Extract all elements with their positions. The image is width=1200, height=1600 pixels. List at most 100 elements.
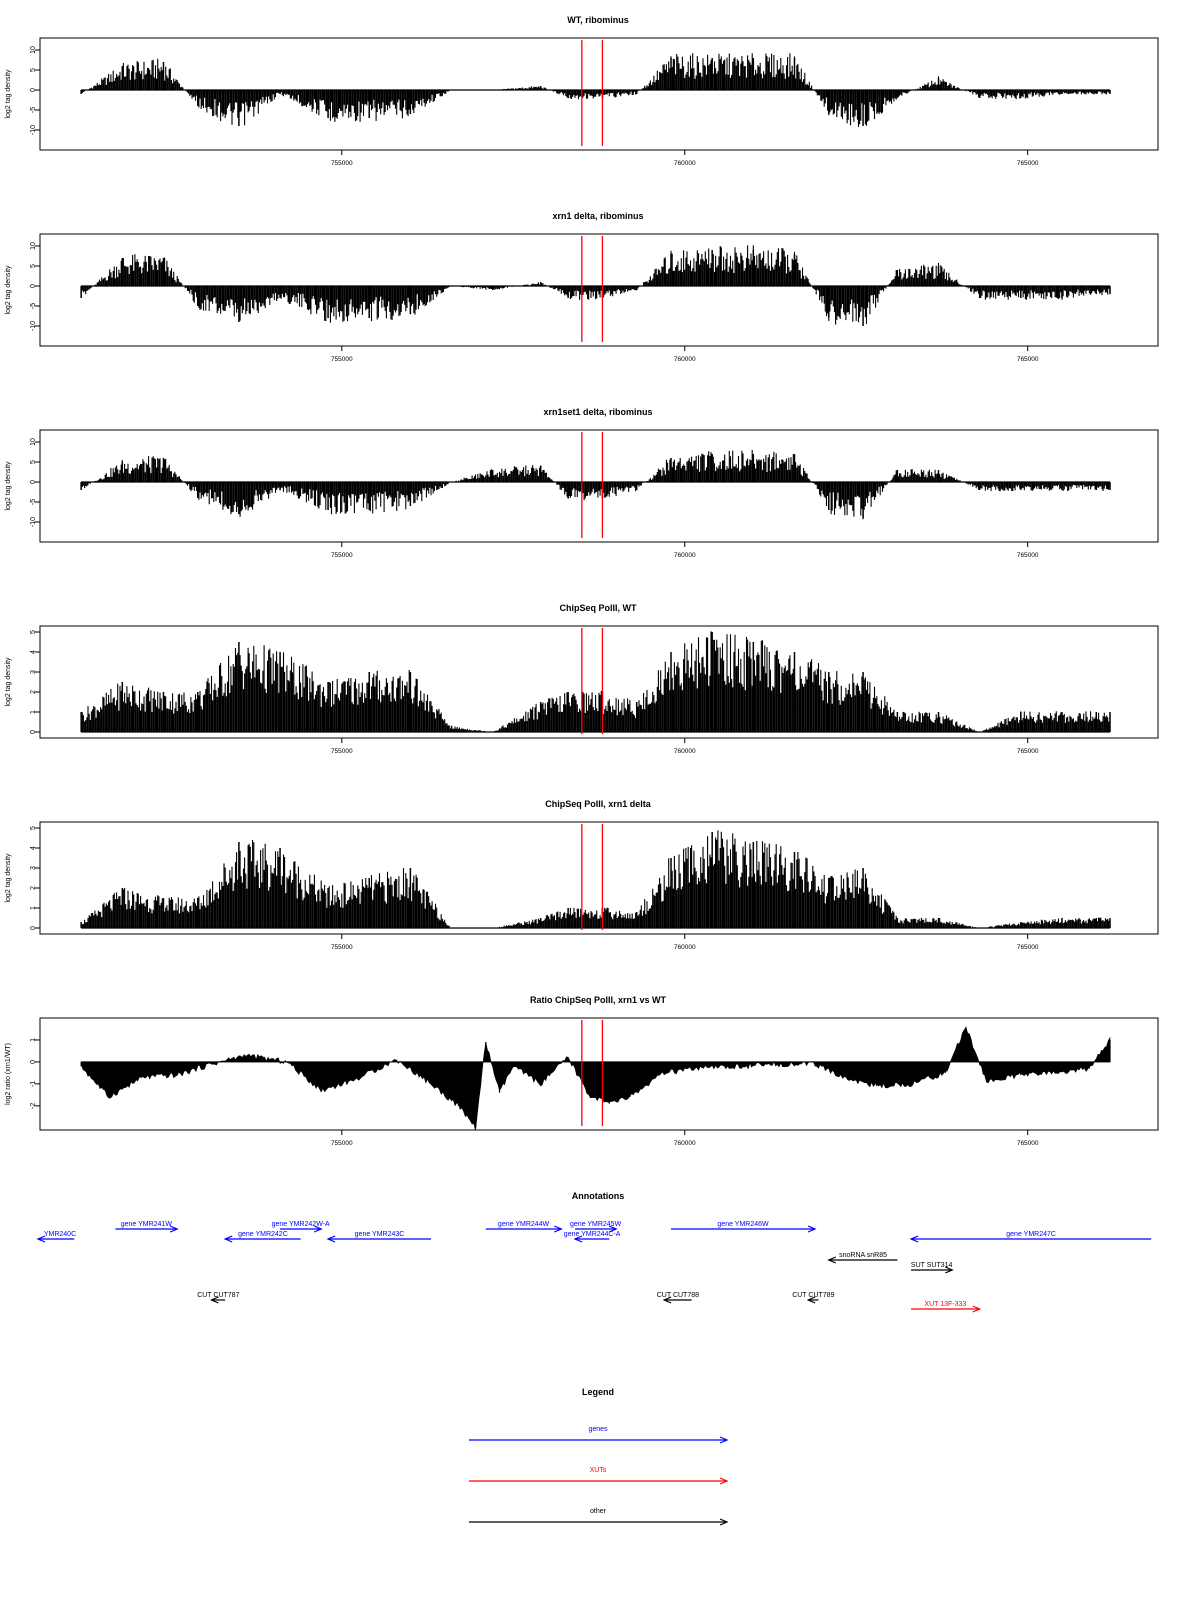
feature-label: YMR240C: [44, 1231, 76, 1238]
feature-label: CUT CUT788: [657, 1292, 699, 1299]
feature-label: gene YMR243C: [355, 1231, 405, 1238]
annotation-feature: gene YMR245W: [570, 1221, 622, 1233]
y-tick-label: 0: [30, 480, 37, 484]
annotation-feature: YMR240C: [36, 1231, 76, 1243]
chart-panel-0: WT, ribominus -10 -5 0 5 10 log2 tag density 75…: [5, 15, 1159, 167]
y-tick-label: 2: [30, 690, 37, 694]
annotation-feature: gene YMR244W: [485, 1221, 563, 1233]
chart-panel-4: ChipSeq PolII, xrn1 delta 0 1 2 3 4 5 log2 tag …: [5, 799, 1159, 951]
y-axis-label: log2 tag density: [5, 853, 12, 903]
y-tick-label: 0: [30, 284, 37, 288]
annotation-feature: gene YMR242C: [223, 1231, 301, 1243]
chart-title: xrn1set1 delta, ribominus: [543, 407, 652, 417]
y-axis-label: log2 tag density: [5, 461, 12, 511]
arrowhead-left-icon: [909, 1235, 919, 1243]
y-axis-label: log2 tag density: [5, 657, 12, 707]
annotation-feature: CUT CUT788: [657, 1292, 699, 1304]
arrowhead-right-icon: [719, 1477, 729, 1485]
plot-frame: [39, 1017, 1159, 1131]
chart-title: Ratio ChipSeq PolII, xrn1 vs WT: [530, 995, 667, 1005]
data-bars: [80, 830, 1111, 928]
annotation-feature: gene YMR247C: [909, 1231, 1152, 1243]
y-tick-label: 5: [30, 264, 37, 268]
x-tick-label: 765000: [1017, 356, 1039, 363]
annotation-feature: gene YMR241W: [115, 1221, 179, 1233]
arrowhead-right-icon: [972, 1305, 982, 1313]
arrowhead-left-icon: [827, 1256, 837, 1264]
y-tick-label: -5: [30, 499, 37, 505]
feature-label: gene YMR241W: [121, 1221, 173, 1228]
feature-label: gene YMR244W: [498, 1221, 550, 1228]
y-tick-label: -10: [30, 125, 37, 135]
annotation-feature: XUT 13F-333: [911, 1301, 982, 1313]
y-axis-label: log2 tag density: [5, 265, 12, 315]
annotation-feature: gene YMR242W-A: [272, 1221, 330, 1233]
chart-panel-1: xrn1 delta, ribominus -10 -5 0 5 10 log2 tag d…: [5, 211, 1159, 363]
x-tick-label: 755000: [331, 1140, 353, 1147]
legend-item: other: [469, 1508, 729, 1526]
chart-panel-5: Ratio ChipSeq PolII, xrn1 vs WT -2 -1 0 1 log…: [5, 995, 1159, 1147]
data-bars: [80, 631, 1111, 732]
y-tick-label: 5: [30, 68, 37, 72]
y-tick-label: 1: [30, 1038, 37, 1042]
plot-frame: [39, 821, 1159, 935]
y-tick-label: 4: [30, 650, 37, 654]
y-tick-label: 0: [30, 730, 37, 734]
legend-item: genes: [469, 1426, 729, 1444]
arrowhead-left-icon: [573, 1235, 583, 1243]
y-axis-label: log2 tag density: [5, 69, 12, 119]
arrowhead-right-icon: [169, 1225, 179, 1233]
annotation-feature: SUT SUT314: [911, 1262, 954, 1274]
y-tick-label: 10: [30, 438, 37, 446]
arrowhead-right-icon: [554, 1225, 563, 1233]
arrowhead-left-icon: [209, 1296, 219, 1304]
feature-label: gene YMR242W-A: [272, 1221, 330, 1228]
chart-title: ChipSeq PolII, xrn1 delta: [545, 799, 652, 809]
feature-label: gene YMR247C: [1006, 1231, 1056, 1238]
x-tick-label: 765000: [1017, 944, 1039, 951]
y-tick-label: 1: [30, 710, 37, 714]
x-tick-label: 760000: [674, 552, 696, 559]
x-tick-label: 755000: [331, 748, 353, 755]
feature-label: gene YMR242C: [238, 1231, 288, 1238]
y-axis-label: log2 ratio (xrn1/WT): [5, 1043, 12, 1105]
plot-frame: [39, 37, 1159, 151]
y-tick-label: -5: [30, 303, 37, 309]
y-tick-label: 0: [30, 88, 37, 92]
legend-item: XUTs: [469, 1467, 729, 1485]
arrowhead-right-icon: [719, 1518, 729, 1526]
data-bars: [80, 450, 1111, 520]
x-tick-label: 760000: [674, 748, 696, 755]
y-tick-label: 10: [30, 46, 37, 54]
plot-frame: [39, 429, 1159, 543]
x-tick-label: 765000: [1017, 1140, 1039, 1147]
y-tick-label: 3: [30, 866, 37, 870]
data-bars: [80, 245, 1111, 325]
y-tick-label: 5: [30, 460, 37, 464]
arrowhead-right-icon: [719, 1436, 729, 1444]
arrowhead-left-icon: [326, 1235, 336, 1243]
y-tick-label: -2: [30, 1103, 37, 1109]
x-tick-label: 755000: [331, 552, 353, 559]
annotation-feature: CUT CUT789: [792, 1292, 835, 1304]
x-tick-label: 755000: [331, 160, 353, 167]
y-tick-label: 1: [30, 906, 37, 910]
chart-title: WT, ribominus: [567, 15, 629, 25]
legend-panel: Legend genes XUTs other: [469, 1387, 729, 1526]
y-tick-label: -1: [30, 1081, 37, 1087]
y-tick-label: -10: [30, 517, 37, 527]
feature-label: gene YMR244C-A: [564, 1231, 621, 1238]
annotation-feature: snoRNA snR85: [827, 1252, 898, 1264]
x-tick-label: 765000: [1017, 552, 1039, 559]
annotations-title: Annotations: [572, 1191, 625, 1201]
y-tick-label: 10: [30, 242, 37, 250]
x-tick-label: 760000: [674, 356, 696, 363]
chart-panel-2: xrn1set1 delta, ribominus -10 -5 0 5 10 log2 t…: [5, 407, 1159, 559]
x-tick-label: 760000: [674, 1140, 696, 1147]
annotations-panel: Annotations YMR240C gene YMR241W gene YMR24…: [36, 1191, 1152, 1313]
chart-title: ChipSeq PolII, WT: [560, 603, 637, 613]
arrowhead-right-icon: [807, 1225, 817, 1233]
legend-title: Legend: [582, 1387, 614, 1397]
y-tick-label: 4: [30, 846, 37, 850]
